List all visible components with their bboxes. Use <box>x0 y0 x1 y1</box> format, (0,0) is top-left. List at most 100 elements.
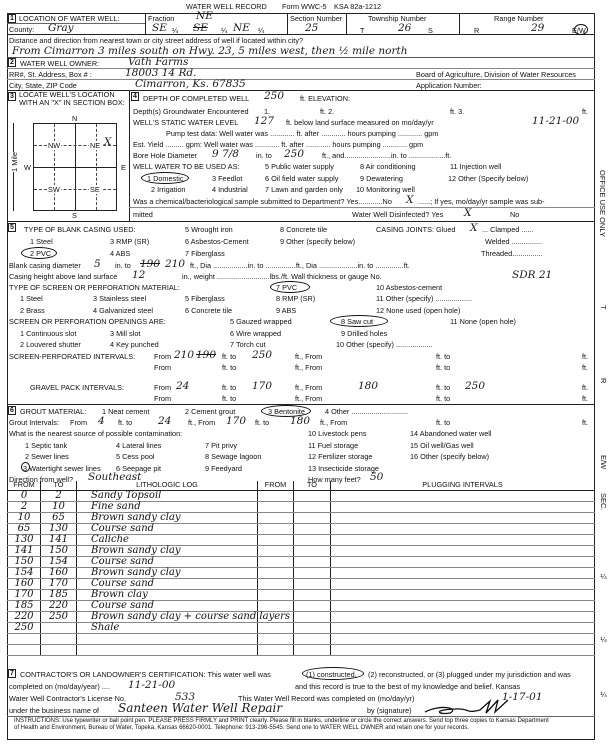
log-description[interactable] <box>76 644 258 656</box>
log-from[interactable]: 2 <box>7 501 41 513</box>
plug-from[interactable] <box>257 512 294 524</box>
log-from[interactable]: 220 <box>7 611 41 623</box>
log-to[interactable] <box>40 633 77 645</box>
opening-other[interactable]: 10 Other (specify) .................. <box>336 340 433 349</box>
plug-to[interactable] <box>293 600 331 612</box>
log-description[interactable]: Fine sand <box>76 501 258 513</box>
opening-none[interactable]: 11 None (open hole) <box>450 317 516 326</box>
opening-key[interactable]: 4 Key punched <box>110 340 159 349</box>
plug-interval[interactable] <box>330 512 595 524</box>
contam-livestock[interactable]: 10 Livestock pens <box>308 429 367 438</box>
grout-to-value[interactable]: 24 <box>158 415 172 427</box>
plug-from[interactable] <box>257 567 294 579</box>
gravel-from-value[interactable]: 24 <box>176 380 190 392</box>
use-lawn[interactable]: 7 Lawn and garden only <box>265 185 343 194</box>
joints-threaded[interactable]: Threaded............... <box>481 249 543 258</box>
plug-interval[interactable] <box>330 644 595 656</box>
depth-value[interactable]: 250 <box>264 90 285 102</box>
use-air[interactable]: 8 Air conditioning <box>360 162 416 171</box>
plug-from[interactable] <box>257 523 294 535</box>
plug-interval[interactable] <box>330 589 595 601</box>
perf-from-value[interactable]: 210 <box>174 349 195 361</box>
grout-neat-cement[interactable]: 1 Neat cement <box>102 407 150 416</box>
grout-to2-value[interactable]: 180 <box>290 415 311 427</box>
use-monitoring[interactable]: 10 Monitoring well <box>356 185 415 194</box>
completed-date-value[interactable]: 11-21-00 <box>128 679 176 691</box>
city-value[interactable]: Cimarron, Ks. 67835 <box>135 78 246 90</box>
contam-oil-gas-well[interactable]: 15 Oil well/Gas well <box>410 441 474 450</box>
grout-other[interactable]: 4 Other ............................ <box>325 407 409 416</box>
casing-height-value[interactable]: 12 <box>132 269 146 281</box>
plug-interval[interactable] <box>330 545 595 557</box>
section-box[interactable]: NW NE X SW SE <box>33 123 117 211</box>
disinfected-yes-mark[interactable]: X <box>464 207 472 219</box>
casing-diameter-value[interactable]: 5 <box>94 258 101 270</box>
plug-from[interactable] <box>257 501 294 513</box>
plug-to[interactable] <box>293 567 331 579</box>
joints-glued-mark[interactable]: X <box>470 222 478 234</box>
log-from[interactable] <box>7 644 41 656</box>
contam-insecticide[interactable]: 13 Insecticide storage <box>308 464 379 473</box>
screen-steel[interactable]: 1 Steel <box>20 294 43 303</box>
contam-lagoon[interactable]: 8 Sewage lagoon <box>205 452 262 461</box>
use-other[interactable]: 12 Other (Specify below) <box>448 174 529 183</box>
casing-depth-value[interactable]: 210 <box>165 258 186 270</box>
casing-steel[interactable]: 1 Steel <box>30 237 53 246</box>
county-value[interactable]: Gray <box>48 22 74 34</box>
log-description[interactable]: Course sand <box>76 523 258 535</box>
direction-value[interactable]: Southeast <box>88 471 142 483</box>
plug-to[interactable] <box>293 523 331 535</box>
record-date-value[interactable]: 1-17-01 <box>502 691 543 703</box>
screen-fiberglass[interactable]: 5 Fiberglass <box>185 294 225 303</box>
plug-from[interactable] <box>257 545 294 557</box>
log-to[interactable]: 150 <box>40 545 77 557</box>
bore-diameter-value[interactable]: 9 7/8 <box>212 148 239 160</box>
use-oilfield[interactable]: 6 Oil field water supply <box>265 174 339 183</box>
plug-to[interactable] <box>293 633 331 645</box>
feet-value[interactable]: 50 <box>370 471 384 483</box>
contam-cess-pool[interactable]: 5 Cess pool <box>116 452 155 461</box>
plug-interval[interactable] <box>330 633 595 645</box>
opening-wire[interactable]: 6 Wire wrapped <box>230 329 282 338</box>
plug-from[interactable] <box>257 600 294 612</box>
log-description[interactable]: Brown sandy clay + course sand layers <box>76 611 290 623</box>
plug-to[interactable] <box>293 534 331 546</box>
log-from[interactable] <box>7 633 41 645</box>
opening-mill[interactable]: 3 Mill slot <box>110 329 141 338</box>
log-from[interactable]: 154 <box>7 567 41 579</box>
screen-galvanized[interactable]: 4 Galvanized steel <box>93 306 154 315</box>
distance-value[interactable]: From Cimarron 3 miles south on Hwy. 23, … <box>12 45 408 57</box>
plug-from[interactable] <box>257 589 294 601</box>
chemical-no-mark[interactable]: X <box>406 194 414 206</box>
log-from[interactable]: 141 <box>7 545 41 557</box>
plug-from[interactable] <box>257 556 294 568</box>
perf-to-value[interactable]: 250 <box>252 349 273 361</box>
range-value[interactable]: 29 <box>531 22 545 34</box>
contam-watertight-sewer[interactable]: 3 Watertight sewer lines <box>23 464 101 473</box>
screen-other[interactable]: 11 Other (specify) .................. <box>376 294 472 303</box>
log-from[interactable]: 10 <box>7 512 41 524</box>
plug-interval[interactable] <box>330 578 595 590</box>
log-from[interactable]: 185 <box>7 600 41 612</box>
plug-interval[interactable] <box>330 600 595 612</box>
grout-from2-value[interactable]: 170 <box>226 415 247 427</box>
contam-feedyard[interactable]: 9 Feedyard <box>205 464 242 473</box>
log-from[interactable]: 250 <box>7 622 41 634</box>
casing-concrete[interactable]: 8 Concrete tile <box>280 225 328 234</box>
contam-fertilizer[interactable]: 12 Fertilizer storage <box>308 452 373 461</box>
log-description[interactable]: Brown clay <box>76 589 258 601</box>
use-injection[interactable]: 11 Injection well <box>450 162 502 171</box>
screen-abs[interactable]: 9 ABS <box>276 306 297 315</box>
log-to[interactable]: 170 <box>40 578 77 590</box>
log-from[interactable]: 0 <box>7 490 41 502</box>
gravel-from2-value[interactable]: 180 <box>358 380 379 392</box>
bore-depth-value[interactable]: 250 <box>284 148 305 160</box>
plug-from[interactable] <box>257 633 294 645</box>
plug-interval[interactable] <box>330 501 595 513</box>
screen-concrete[interactable]: 6 Concrete tile <box>185 306 233 315</box>
grout-cement[interactable]: 2 Cement grout <box>185 407 236 416</box>
plug-interval[interactable] <box>330 611 595 623</box>
log-to[interactable] <box>40 644 77 656</box>
plug-to[interactable] <box>293 501 331 513</box>
log-to[interactable]: 10 <box>40 501 77 513</box>
